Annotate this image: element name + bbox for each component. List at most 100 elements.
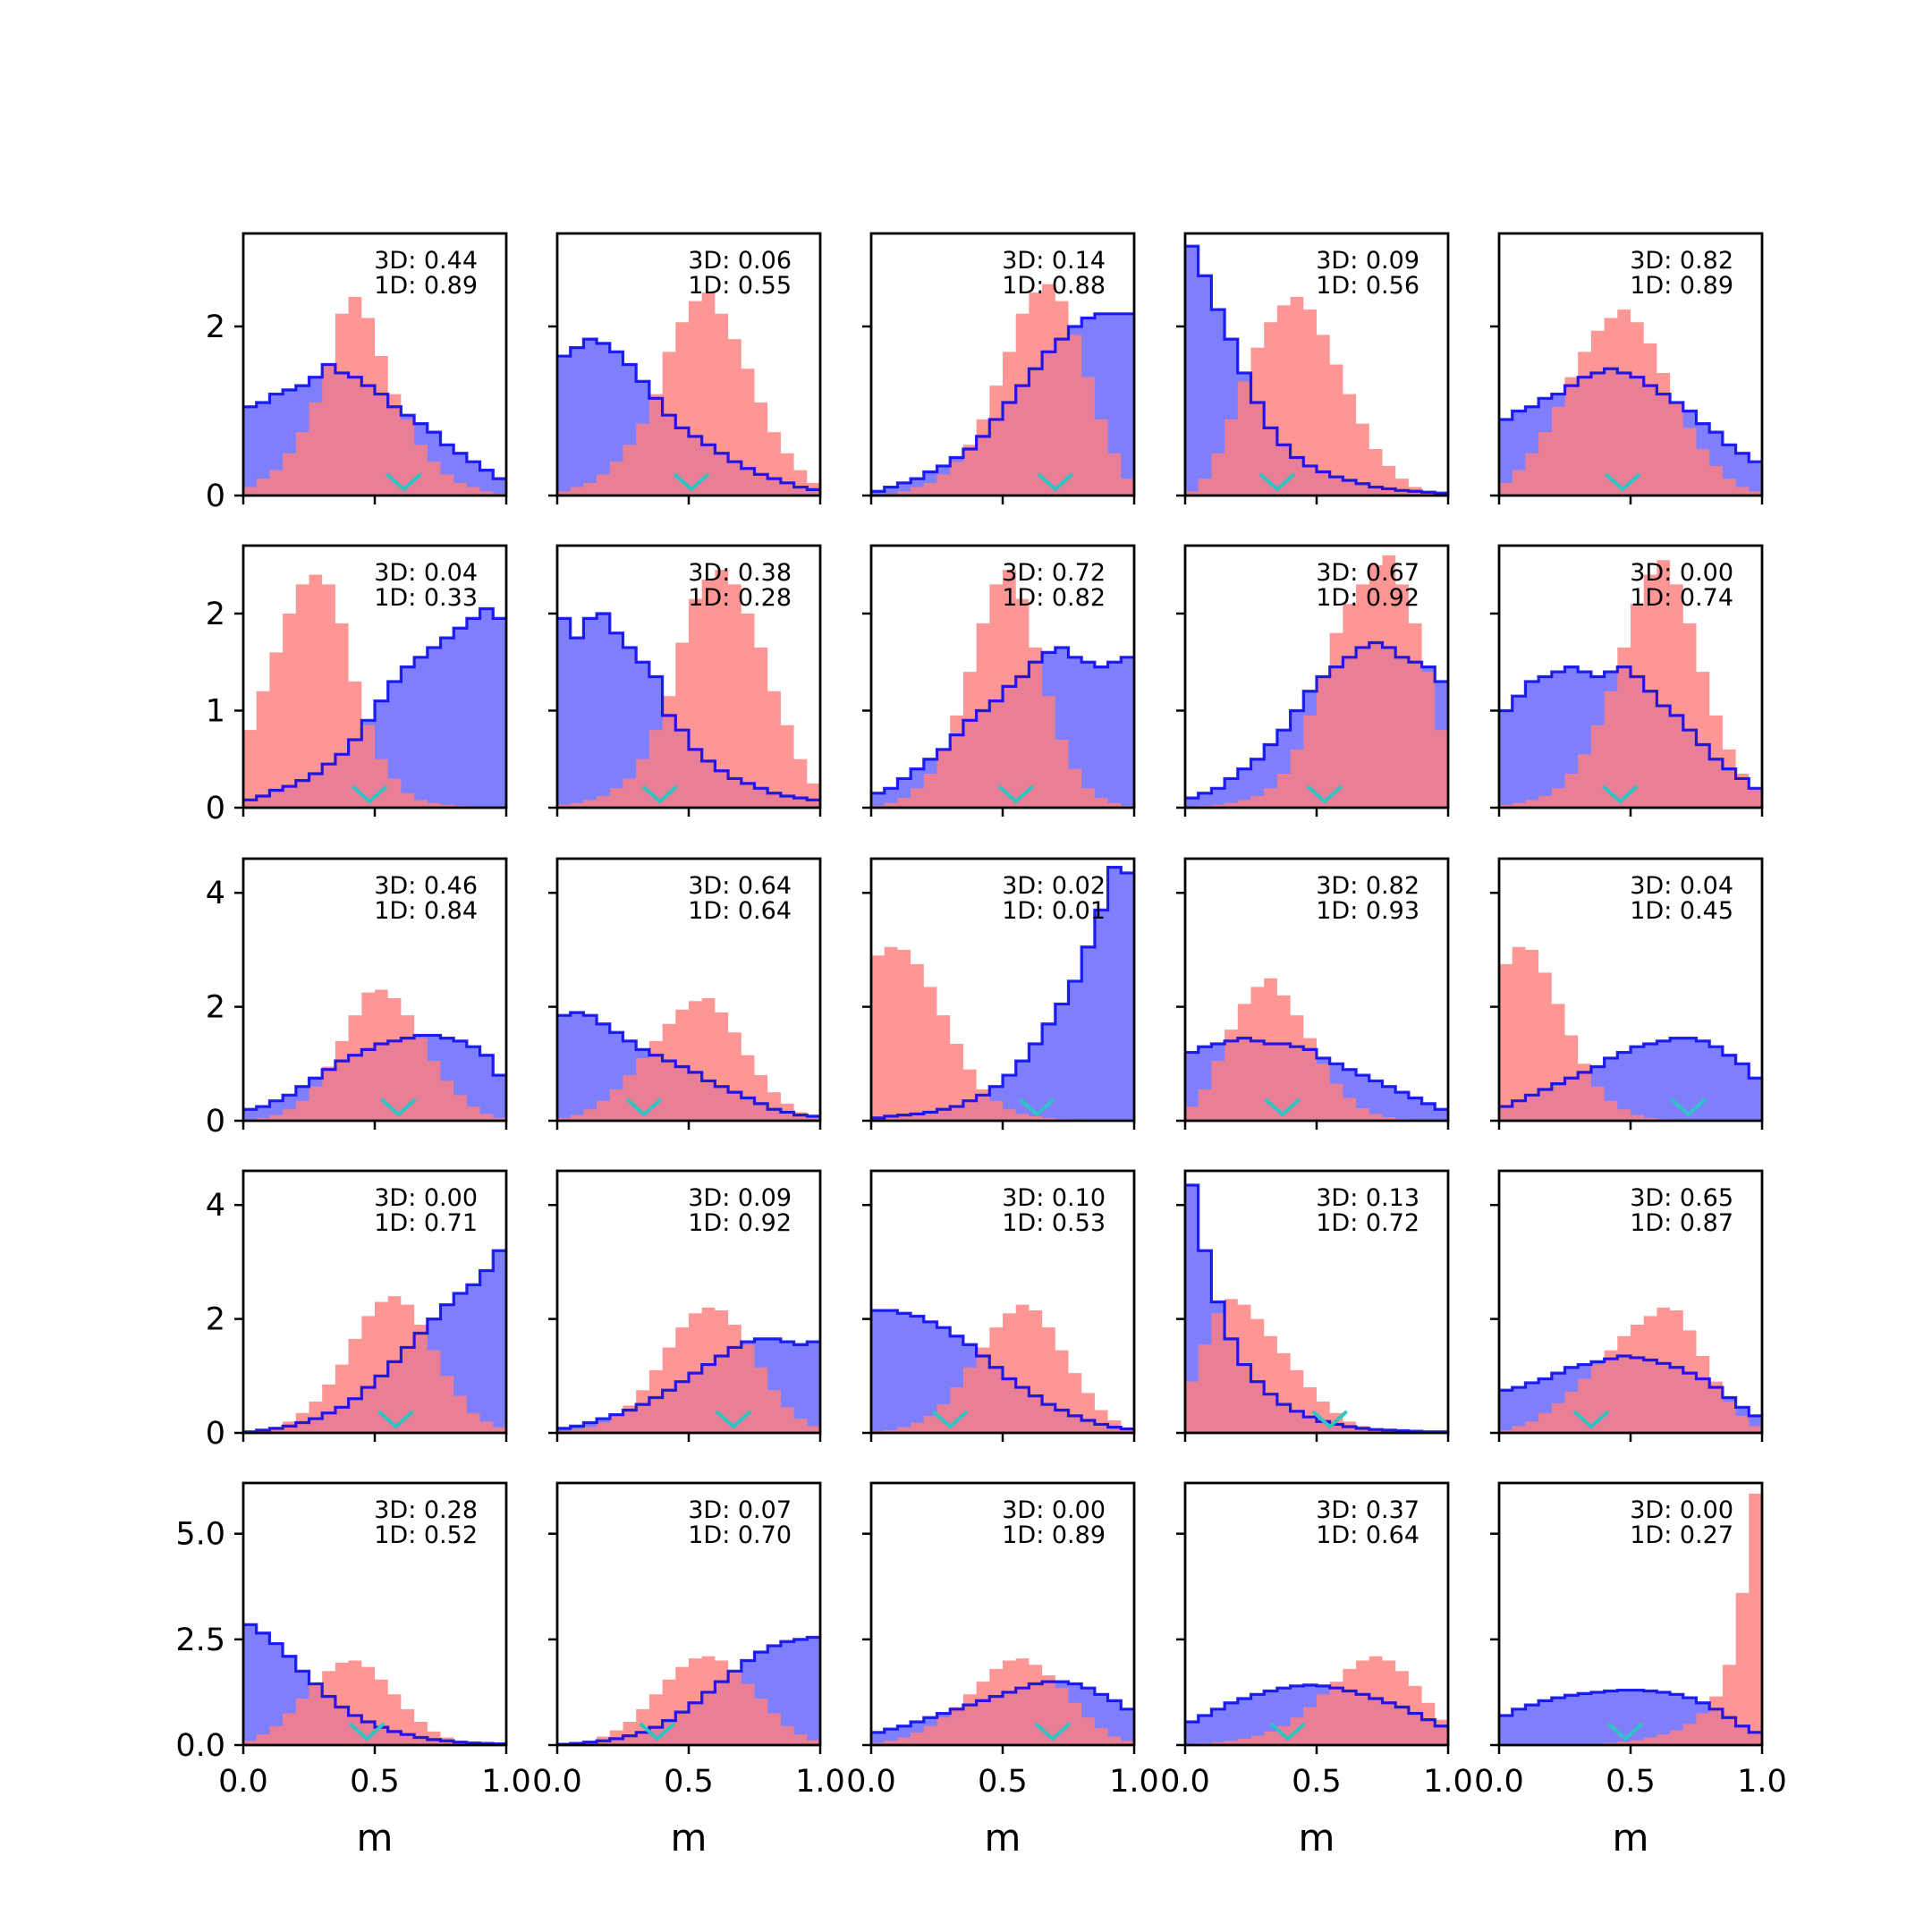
x-tick-label: 0.5: [664, 1764, 714, 1800]
marker-v-icon: [625, 1097, 663, 1117]
label-1d: 1D: 0.01: [1002, 897, 1106, 925]
marker-v-icon: [673, 472, 710, 492]
marker-v-icon: [1311, 1410, 1349, 1429]
label-3d: 3D: 0.00: [1002, 1496, 1106, 1524]
blue-histogram-outline: [243, 1033, 506, 1111]
blue-histogram-outline: [243, 1623, 506, 1746]
marker-v-icon: [380, 1097, 417, 1117]
blue-histogram-outline: [871, 1309, 1134, 1431]
label-3d: 3D: 0.13: [1316, 1184, 1419, 1212]
label-1d: 1D: 0.88: [1002, 272, 1106, 300]
label-3d: 3D: 0.06: [688, 247, 792, 275]
label-1d: 1D: 0.89: [374, 272, 478, 300]
blue-histogram-fill: [557, 613, 820, 808]
marker-v-icon: [377, 1410, 414, 1429]
x-axis-label: m: [985, 1816, 1021, 1860]
marker-v-icon: [931, 1410, 969, 1429]
x-tick-label: 1.0: [795, 1764, 845, 1800]
blue-histogram-outline: [871, 646, 1134, 795]
label-1d: 1D: 0.27: [1630, 1521, 1733, 1549]
label-1d: 1D: 0.74: [1630, 584, 1733, 612]
x-tick-label: 0.5: [1606, 1764, 1656, 1800]
blue-histogram-outline: [871, 312, 1134, 493]
x-axis-label: m: [1299, 1816, 1335, 1860]
red-histogram-fill: [243, 1296, 506, 1433]
marker-v-icon: [997, 784, 1035, 804]
marker-v-icon: [715, 1410, 752, 1429]
marker-v-icon: [1258, 472, 1296, 492]
label-3d: 3D: 0.46: [374, 872, 478, 900]
y-tick-label: 0: [206, 1104, 225, 1140]
red-histogram-fill: [1185, 296, 1448, 496]
label-1d: 1D: 0.89: [1630, 272, 1733, 300]
label-1d: 1D: 0.53: [1002, 1209, 1106, 1237]
y-tick-label: 5.0: [175, 1517, 225, 1553]
x-tick-label: 0.5: [350, 1764, 400, 1800]
red-histogram-fill: [1499, 309, 1762, 496]
marker-v-icon: [1670, 1097, 1707, 1117]
red-histogram-fill: [243, 574, 506, 808]
blue-histogram-outline: [1185, 244, 1448, 495]
label-1d: 1D: 0.64: [688, 897, 792, 925]
x-tick-label: 0.0: [532, 1764, 582, 1800]
x-tick-label: 0.5: [1292, 1764, 1342, 1800]
label-3d: 3D: 0.72: [1002, 559, 1106, 587]
label-3d: 3D: 0.00: [1630, 559, 1733, 587]
label-1d: 1D: 0.70: [688, 1521, 792, 1549]
marker-v-icon: [351, 784, 388, 804]
blue-histogram-outline: [871, 1680, 1134, 1734]
label-1d: 1D: 0.87: [1630, 1209, 1733, 1237]
x-tick-label: 1.0: [481, 1764, 531, 1800]
blue-histogram-outline: [1185, 1683, 1448, 1728]
label-3d: 3D: 0.64: [688, 872, 792, 900]
label-1d: 1D: 0.84: [374, 897, 478, 925]
x-tick-label: 1.0: [1109, 1764, 1159, 1800]
label-1d: 1D: 0.71: [374, 1209, 478, 1237]
label-1d: 1D: 0.28: [688, 584, 792, 612]
label-1d: 1D: 0.55: [688, 272, 792, 300]
marker-v-icon: [1264, 1097, 1301, 1117]
y-tick-label: 1: [206, 693, 225, 729]
marker-v-icon: [639, 1722, 676, 1741]
x-tick-label: 0.5: [978, 1764, 1028, 1800]
label-3d: 3D: 0.14: [1002, 247, 1106, 275]
label-3d: 3D: 0.07: [688, 1496, 792, 1524]
marker-v-icon: [1606, 1722, 1644, 1741]
blue-histogram-outline: [557, 1635, 820, 1746]
blue-histogram-outline: [243, 362, 506, 480]
label-3d: 3D: 0.09: [1316, 247, 1419, 275]
label-3d: 3D: 0.82: [1316, 872, 1419, 900]
label-3d: 3D: 0.65: [1630, 1184, 1733, 1212]
x-tick-label: 1.0: [1737, 1764, 1787, 1800]
red-histogram-fill: [243, 296, 506, 496]
red-histogram-fill: [557, 998, 820, 1121]
blue-histogram-outline: [1185, 1037, 1448, 1111]
label-3d: 3D: 0.02: [1002, 872, 1106, 900]
y-tick-label: 4: [206, 876, 225, 911]
label-1d: 1D: 0.93: [1316, 897, 1419, 925]
blue-histogram-outline: [1499, 1037, 1762, 1108]
label-1d: 1D: 0.33: [374, 584, 478, 612]
blue-histogram-outline: [1185, 640, 1448, 800]
red-histogram-fill: [1499, 1307, 1762, 1433]
y-tick-label: 2.5: [175, 1623, 225, 1658]
label-3d: 3D: 0.37: [1316, 1496, 1419, 1524]
